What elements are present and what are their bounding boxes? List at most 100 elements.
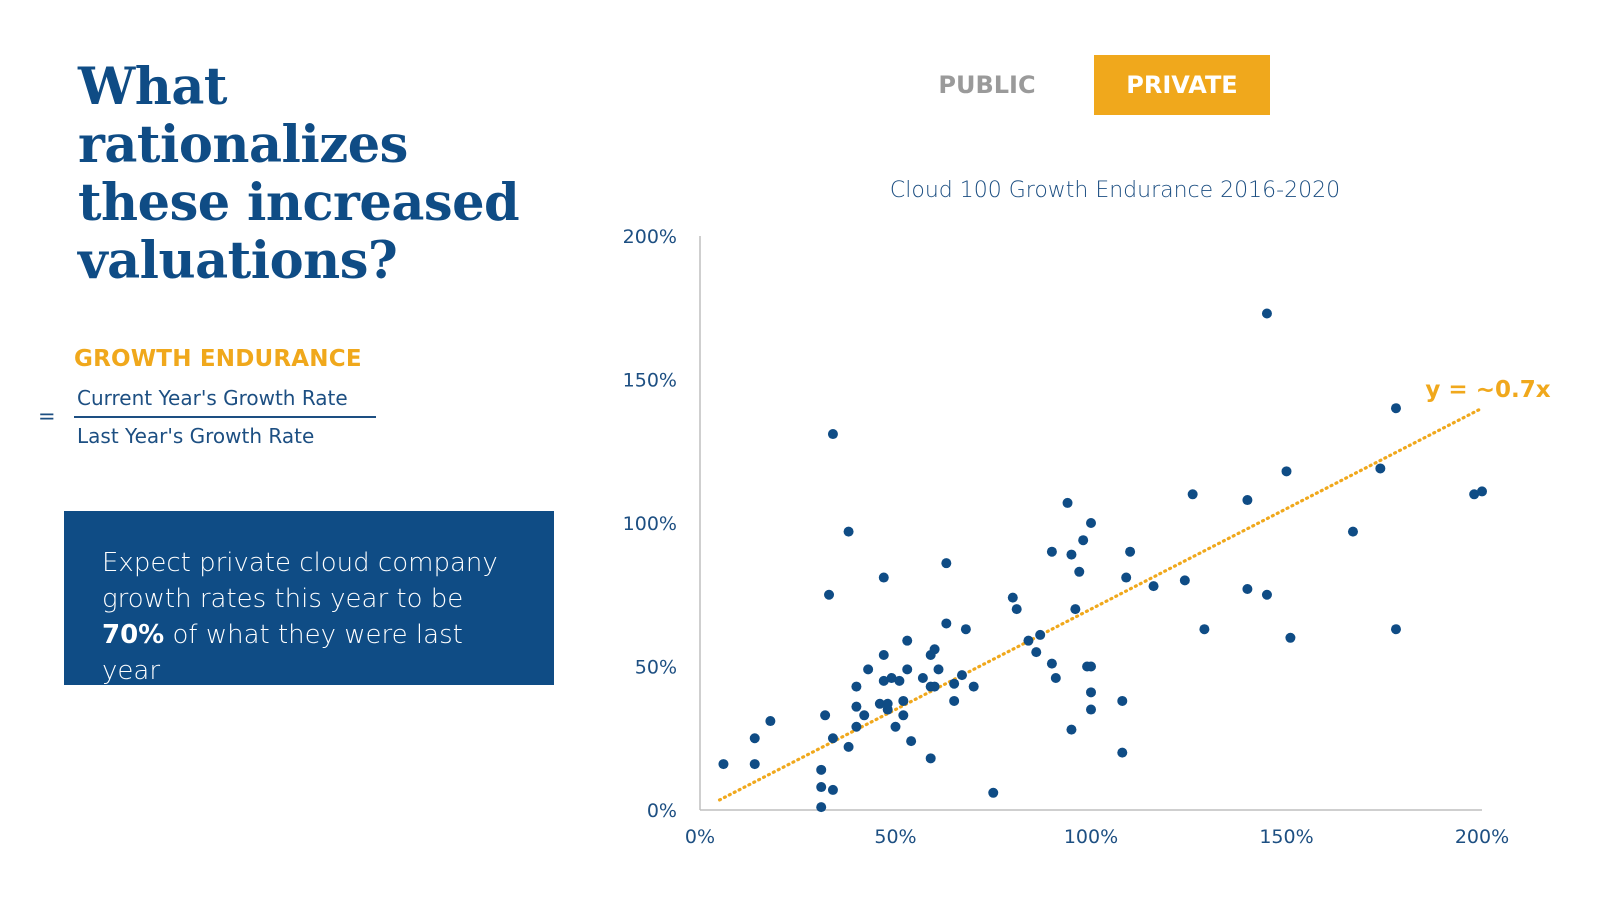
y-tick-label: 100% <box>623 513 677 535</box>
data-point <box>827 784 838 795</box>
data-point <box>898 695 909 706</box>
y-tick-label: 200% <box>623 226 677 248</box>
data-point <box>820 710 831 721</box>
data-point <box>1046 658 1057 669</box>
data-point <box>1086 518 1096 528</box>
data-point <box>765 716 776 727</box>
data-point <box>1477 486 1487 497</box>
data-point <box>1062 497 1073 508</box>
data-point <box>1261 589 1272 600</box>
equals-sign: = <box>38 404 56 428</box>
data-point <box>878 572 889 583</box>
data-point <box>968 681 979 692</box>
data-point <box>1281 466 1292 477</box>
data-point <box>1148 581 1159 592</box>
data-point <box>960 624 971 635</box>
data-point <box>902 664 913 675</box>
data-point <box>1070 604 1081 615</box>
data-point <box>1007 592 1018 603</box>
data-point <box>1179 575 1190 586</box>
formula-numerator: Current Year's Growth Rate <box>77 386 348 410</box>
y-tick-label: 50% <box>635 657 677 679</box>
growth-endurance-label: GROWTH ENDURANCE <box>74 346 362 372</box>
tab-private[interactable]: PRIVATE <box>1094 55 1270 115</box>
data-point <box>898 710 909 721</box>
data-point <box>851 681 862 692</box>
x-tick-label: 100% <box>1064 826 1118 848</box>
data-point <box>1086 661 1096 672</box>
data-point <box>851 701 862 712</box>
data-point <box>956 670 967 681</box>
fraction-line <box>74 416 376 418</box>
data-point <box>1078 535 1089 546</box>
y-tick-label: 150% <box>623 370 677 392</box>
data-point <box>941 558 952 569</box>
data-point <box>1469 489 1480 500</box>
data-point <box>1347 526 1358 537</box>
data-point <box>816 764 827 775</box>
data-point <box>816 802 827 813</box>
data-point <box>1121 572 1132 583</box>
data-point <box>1199 624 1210 635</box>
data-point <box>1261 308 1272 319</box>
data-point <box>1023 635 1034 646</box>
data-point <box>878 675 889 686</box>
data-point <box>816 782 827 793</box>
data-point <box>886 672 897 683</box>
data-point <box>949 678 960 689</box>
data-point <box>949 695 960 706</box>
data-point <box>925 753 936 764</box>
data-point <box>1086 687 1096 698</box>
data-point <box>843 526 854 537</box>
data-point <box>894 675 905 686</box>
data-point <box>749 733 760 744</box>
callout-line-2: growth rates this year to be <box>102 584 464 614</box>
data-point <box>1117 747 1128 758</box>
data-point <box>1117 695 1128 706</box>
data-point <box>1066 549 1077 560</box>
headline: What rationalizes these increased valuat… <box>78 57 520 291</box>
data-point <box>859 710 870 721</box>
data-point <box>1035 629 1046 640</box>
data-point <box>906 736 917 747</box>
data-point <box>749 759 760 770</box>
data-point <box>1066 724 1077 735</box>
x-tick-label: 0% <box>685 826 715 848</box>
data-point <box>863 664 874 675</box>
data-point <box>827 429 838 440</box>
x-tick-label: 200% <box>1455 826 1509 848</box>
data-point <box>929 644 940 655</box>
data-point <box>941 618 952 629</box>
data-point <box>882 698 893 709</box>
x-tick-label: 50% <box>874 826 916 848</box>
data-point <box>1074 566 1085 577</box>
callout-line-3: 70% of what they were last year <box>102 617 524 689</box>
data-point <box>1050 672 1061 683</box>
data-point <box>1031 647 1042 658</box>
callout-rest: of what they were last year <box>102 620 463 686</box>
data-point <box>902 635 913 646</box>
data-point <box>878 650 889 661</box>
data-point <box>827 733 838 744</box>
data-point <box>1011 604 1022 615</box>
data-point <box>824 589 835 600</box>
y-tick-label: 0% <box>647 800 677 822</box>
data-point <box>890 721 901 732</box>
callout-line-1: Expect private cloud company <box>102 548 498 578</box>
data-point <box>1375 463 1386 474</box>
data-point <box>1086 704 1096 715</box>
data-point <box>1242 495 1253 506</box>
data-point <box>933 664 944 675</box>
data-point <box>929 681 940 692</box>
data-point <box>851 721 862 732</box>
x-tick-label: 150% <box>1259 826 1313 848</box>
data-point <box>718 759 729 770</box>
data-point <box>1187 489 1198 500</box>
callout-bold-value: 70% <box>102 620 165 650</box>
data-point <box>1390 624 1401 635</box>
data-point <box>874 698 885 709</box>
callout-box: Expect private cloud company growth rate… <box>64 511 554 686</box>
data-point <box>1242 584 1253 595</box>
data-point <box>917 672 928 683</box>
tab-public[interactable]: PUBLIC <box>938 71 1036 99</box>
